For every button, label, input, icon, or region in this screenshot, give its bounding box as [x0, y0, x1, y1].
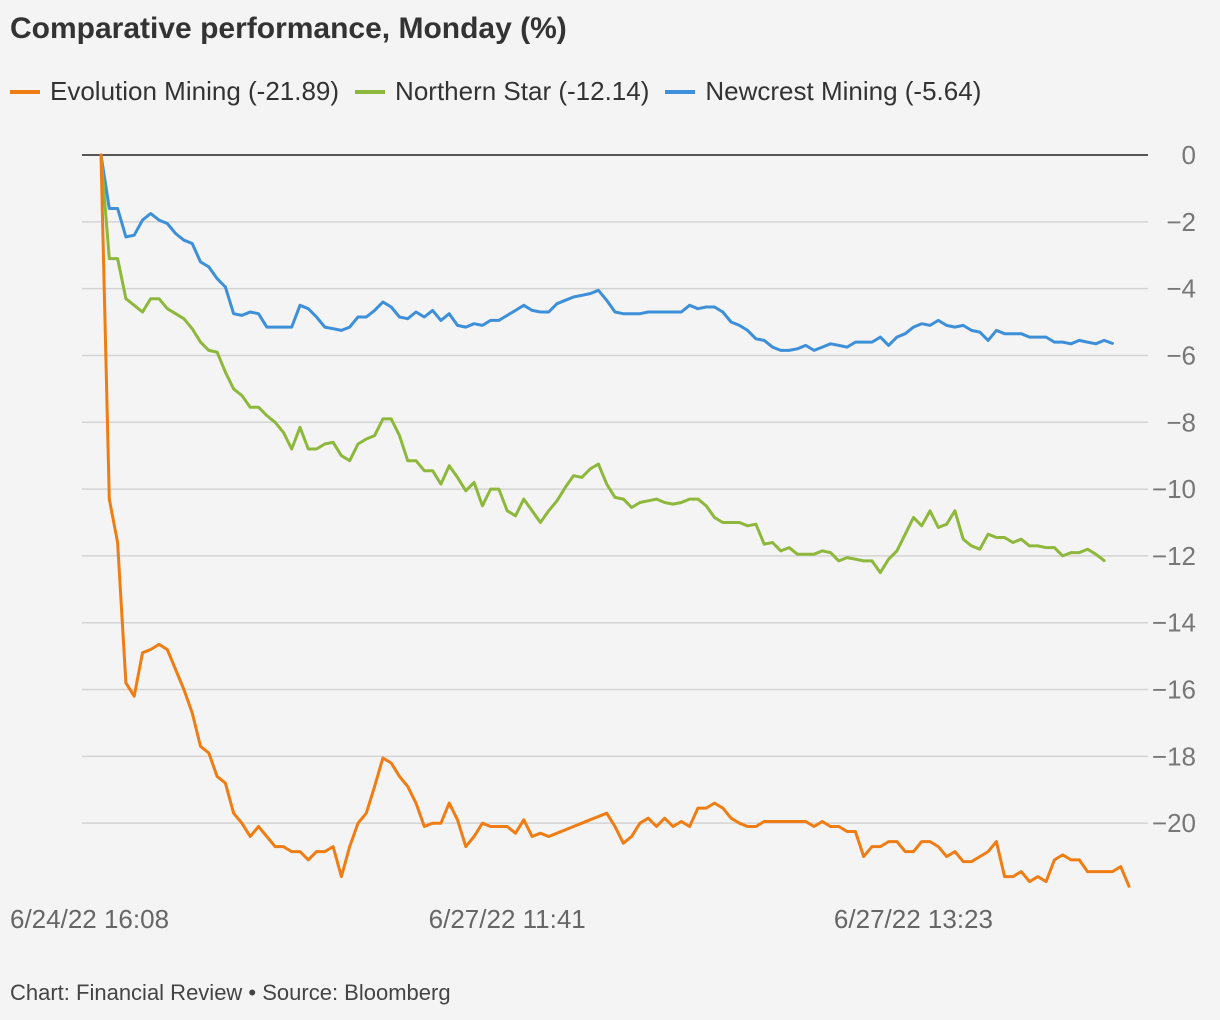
series-line-evolution-mining [99, 153, 1131, 888]
y-tick-label: −14 [1152, 608, 1196, 638]
y-tick-label: −2 [1166, 207, 1196, 237]
legend-swatch-northern-star [355, 89, 386, 94]
legend-label-evolution-mining: Evolution Mining (-21.89) [50, 76, 340, 106]
chart-title: Comparative performance, Monday (%) [10, 12, 567, 45]
chart-credit: Chart: Financial Review • Source: Bloomb… [10, 980, 451, 1005]
y-tick-label: −16 [1152, 675, 1196, 705]
x-tick-label: 6/27/22 11:41 [429, 904, 586, 934]
y-tick-label: −12 [1152, 541, 1196, 571]
x-tick-label: 6/24/22 16:08 [10, 904, 169, 934]
legend-item-evolution-mining: Evolution Mining (-21.89) [10, 76, 339, 107]
legend-swatch-evolution-mining [10, 89, 40, 94]
y-tick-label: −20 [1152, 808, 1196, 838]
legend-item-newcrest-mining: Newcrest Mining (-5.64) [665, 76, 981, 107]
legend-label-northern-star: Northern Star (-12.14) [395, 76, 650, 106]
legend-swatch-newcrest-mining [665, 89, 696, 94]
x-tick-label: 6/27/22 13:23 [834, 904, 993, 934]
y-tick-label: −10 [1152, 474, 1196, 504]
y-tick-label: −18 [1152, 741, 1196, 771]
line-chart: 0 −2 −4 −6 −8 −10 −12 −14 −16 −18 −20 6/24/22 16:08… [10, 140, 1196, 934]
legend-label-newcrest-mining: Newcrest Mining (-5.64) [705, 76, 982, 106]
series-line-northern-star [99, 153, 1106, 575]
chart-legend: Evolution Mining (-21.89) Northern Star … [10, 76, 997, 107]
series-line-newcrest-mining [99, 153, 1114, 352]
legend-item-northern-star: Northern Star (-12.14) [355, 76, 649, 107]
y-tick-label: −8 [1166, 407, 1196, 437]
y-tick-label: −6 [1166, 340, 1196, 370]
y-tick-label: −4 [1166, 274, 1196, 304]
y-tick-label: 0 [1182, 140, 1196, 170]
